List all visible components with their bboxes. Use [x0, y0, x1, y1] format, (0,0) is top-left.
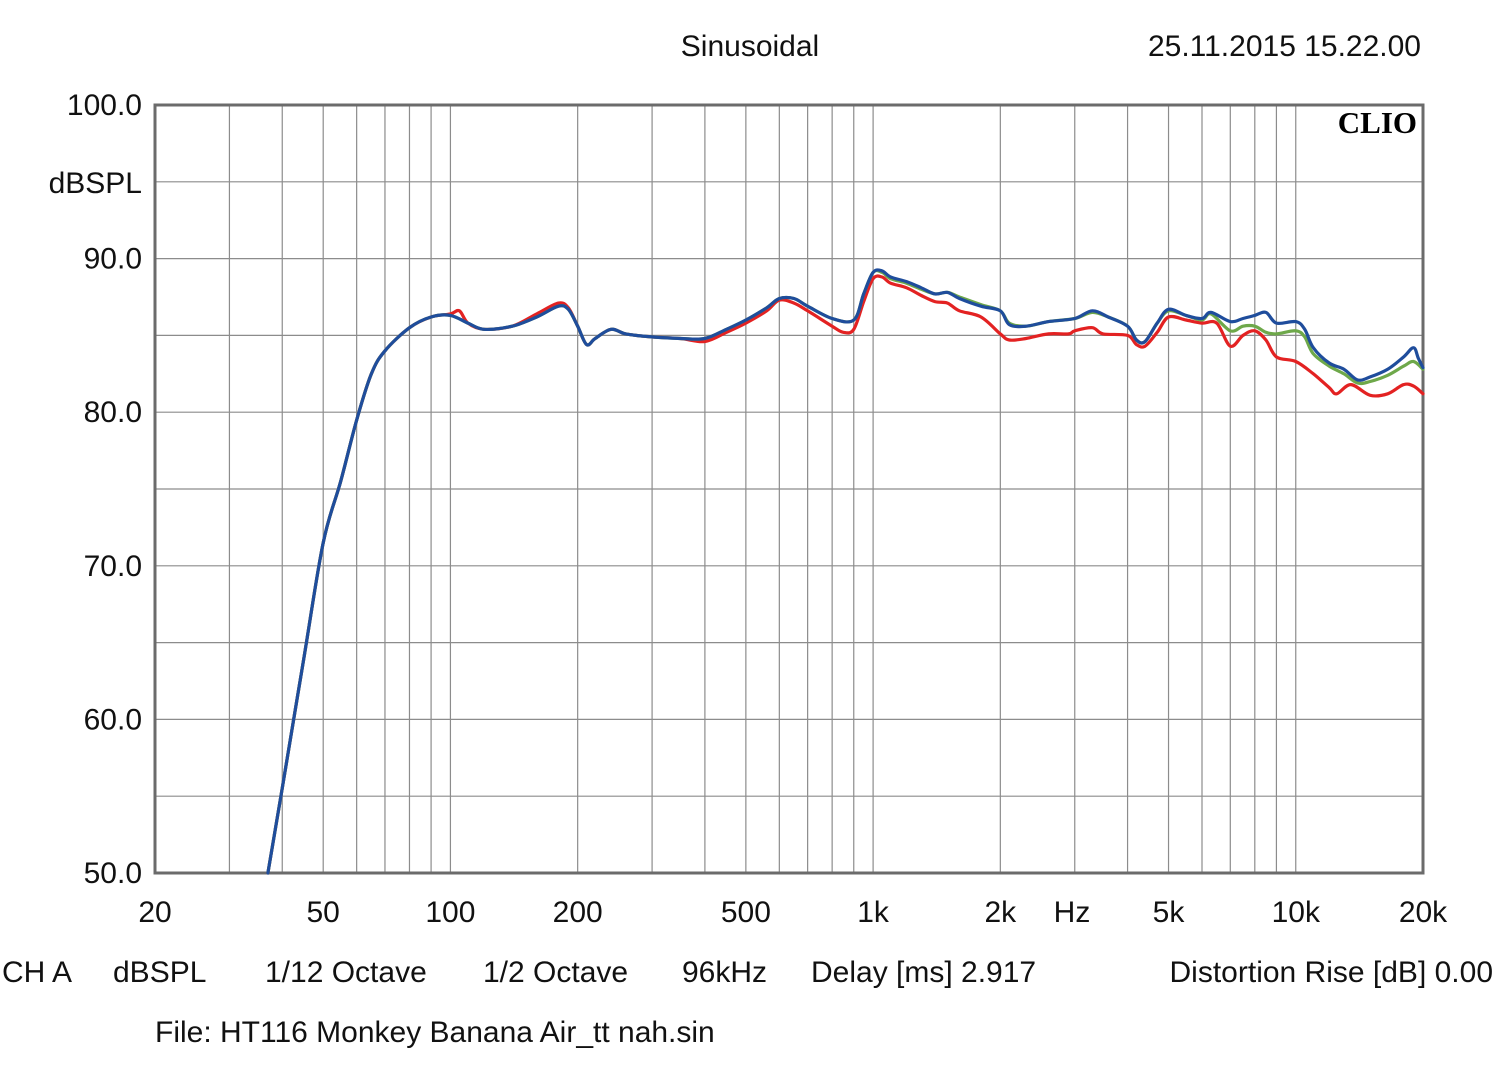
footer-smoothing: 1/12 Octave: [265, 956, 427, 989]
x-tick-label: 50: [307, 896, 340, 929]
y-tick-label: 70.0: [84, 550, 142, 583]
plot-frame: [153, 103, 1425, 875]
y-tick-label: 50.0: [84, 857, 142, 890]
x-tick-label: 20: [138, 896, 171, 929]
series-line-red: [266, 274, 1425, 875]
footer-distortion: Distortion Rise [dB] 0.00: [1170, 956, 1493, 989]
x-tick-label: 5k: [1153, 896, 1186, 929]
footer-channel: CH A: [2, 956, 72, 989]
y-tick-label: 80.0: [84, 396, 142, 429]
footer-unit: dBSPL: [113, 956, 206, 989]
series-layer: [266, 268, 1425, 875]
footer-file: File: HT116 Monkey Banana Air_tt nah.sin: [155, 1016, 715, 1049]
x-tick-label: 20k: [1399, 896, 1448, 929]
y-tick-label: 100.0: [67, 89, 142, 122]
clio-brand-logo: CLIO: [1338, 105, 1417, 140]
grid: [155, 105, 1423, 873]
x-tick-label: 2k: [984, 896, 1017, 929]
series-line-blue: [266, 268, 1425, 875]
y-tick-label: 90.0: [84, 243, 142, 276]
tick-labels: 20 50 100 200 500 1k 2k 5k 10k 20k 100.0 90.0 80.0 70…: [67, 89, 1448, 929]
x-tick-label: 200: [553, 896, 603, 929]
footer-delay: Delay [ms] 2.917: [811, 956, 1036, 989]
x-tick-label: 10k: [1272, 896, 1321, 929]
x-tick-label: 1k: [857, 896, 890, 929]
x-axis-label: Hz: [1054, 896, 1091, 929]
header-mode: Sinusoidal: [681, 30, 819, 63]
header-datetime: 25.11.2015 15.22.00: [1148, 30, 1421, 63]
y-axis-label: dBSPL: [49, 167, 142, 200]
footer-rate: 96kHz: [682, 956, 767, 989]
footer-step: 1/2 Octave: [483, 956, 628, 989]
x-tick-label: 100: [425, 896, 475, 929]
x-tick-label: 500: [721, 896, 771, 929]
y-tick-label: 60.0: [84, 703, 142, 736]
